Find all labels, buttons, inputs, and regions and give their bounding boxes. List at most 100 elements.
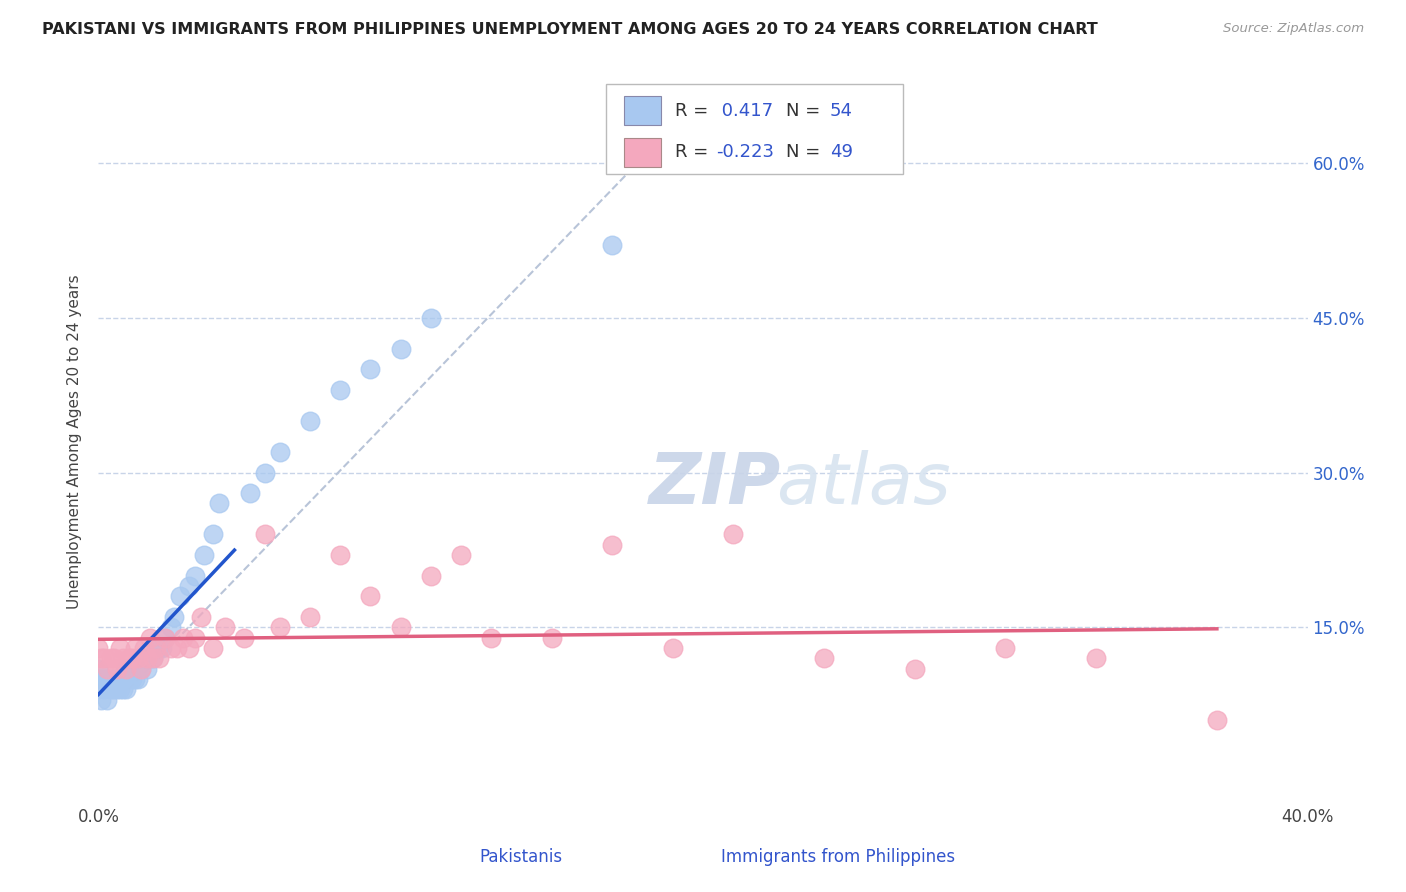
Point (142, 651, 165, 665)
Text: ZIP: ZIP (648, 450, 780, 519)
Text: R =: R = (675, 144, 714, 161)
Point (208, 496, 231, 510)
Point (105, 662, 128, 676)
Point (153, 631, 176, 645)
Point (118, 662, 141, 676)
Point (100, 682, 122, 697)
Point (202, 527, 225, 541)
Point (148, 651, 170, 665)
Point (129, 662, 152, 676)
Point (87, 682, 110, 697)
Point (103, 672, 125, 686)
Text: atlas: atlas (776, 450, 950, 519)
Point (124, 640, 146, 655)
Point (127, 672, 149, 686)
Point (93, 651, 115, 665)
Point (214, 620, 236, 634)
Point (87, 672, 110, 686)
FancyBboxPatch shape (437, 844, 471, 870)
Point (602, 238, 624, 252)
Point (121, 651, 143, 665)
Point (139, 651, 162, 665)
Point (163, 610, 186, 624)
Point (124, 672, 146, 686)
Point (127, 651, 149, 665)
Point (132, 640, 155, 655)
Point (100, 672, 122, 686)
Point (239, 486, 262, 500)
Point (360, 590, 382, 604)
Point (160, 620, 183, 634)
Point (360, 362, 382, 376)
Point (87, 640, 110, 655)
Point (96, 672, 118, 686)
Text: Source: ZipAtlas.com: Source: ZipAtlas.com (1223, 22, 1364, 36)
FancyBboxPatch shape (679, 844, 713, 870)
Point (150, 640, 173, 655)
Point (111, 651, 134, 665)
Point (153, 631, 176, 645)
Text: Pakistanis: Pakistanis (479, 848, 562, 866)
Point (202, 640, 225, 655)
Point (90, 651, 112, 665)
Point (329, 548, 352, 562)
Point (90, 672, 112, 686)
Point (121, 672, 143, 686)
Point (145, 640, 167, 655)
Point (127, 662, 149, 676)
Point (114, 682, 136, 697)
Point (420, 310, 443, 325)
Point (118, 672, 141, 686)
Point (269, 445, 291, 459)
Point (105, 682, 128, 697)
FancyBboxPatch shape (606, 84, 903, 174)
Text: N =: N = (786, 102, 827, 120)
Point (114, 662, 136, 676)
Point (179, 579, 201, 593)
Point (232, 631, 254, 645)
Point (184, 631, 207, 645)
Text: 0.417: 0.417 (716, 102, 773, 120)
Point (145, 640, 167, 655)
Point (111, 672, 134, 686)
Point (420, 568, 443, 582)
Text: 54: 54 (830, 102, 853, 120)
Point (190, 610, 212, 624)
Point (118, 651, 141, 665)
Point (299, 414, 322, 428)
Point (904, 662, 927, 676)
Point (389, 342, 412, 356)
Point (108, 682, 131, 697)
Point (129, 662, 152, 676)
Point (994, 640, 1017, 655)
Y-axis label: Unemployment Among Ages 20 to 24 years: Unemployment Among Ages 20 to 24 years (67, 274, 83, 609)
Point (661, 640, 683, 655)
Text: N =: N = (786, 144, 827, 161)
Point (723, 527, 745, 541)
Point (93, 682, 115, 697)
Point (96, 692, 118, 706)
Point (1206, 713, 1229, 727)
Point (108, 672, 131, 686)
Point (1085, 651, 1108, 665)
Point (299, 610, 322, 624)
FancyBboxPatch shape (624, 96, 661, 125)
Point (148, 640, 170, 655)
FancyBboxPatch shape (624, 138, 661, 167)
Text: -0.223: -0.223 (716, 144, 775, 161)
Point (139, 631, 162, 645)
Point (179, 640, 201, 655)
Text: Immigrants from Philippines: Immigrants from Philippines (721, 848, 955, 866)
Point (114, 662, 136, 676)
Point (160, 640, 183, 655)
Point (100, 651, 122, 665)
Point (87, 662, 110, 676)
Point (329, 383, 352, 397)
Point (169, 590, 191, 604)
Point (103, 682, 125, 697)
Point (193, 548, 215, 562)
Point (166, 640, 188, 655)
Point (172, 631, 194, 645)
Point (132, 651, 155, 665)
Point (450, 548, 472, 562)
